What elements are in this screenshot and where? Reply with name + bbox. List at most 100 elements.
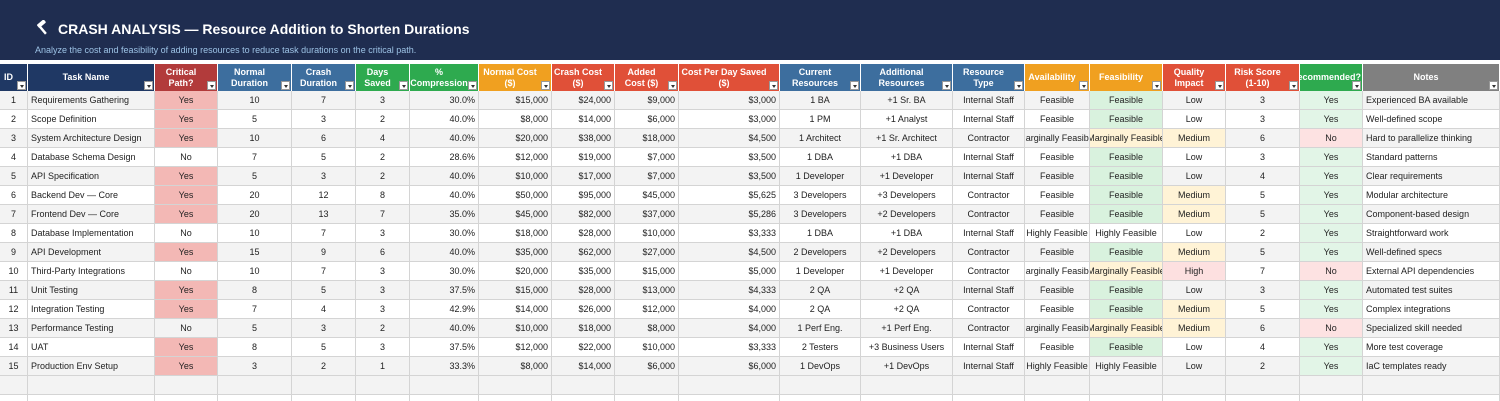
table-cell: Marginally Feasible: [1025, 129, 1090, 148]
table-cell: 3: [356, 281, 410, 300]
filter-button[interactable]: [17, 81, 26, 90]
filter-button[interactable]: [1014, 81, 1023, 90]
table-cell: $37,000: [615, 205, 679, 224]
filter-button[interactable]: [850, 81, 859, 90]
table-cell: Contractor: [953, 129, 1025, 148]
table-cell: Internal Staff: [953, 167, 1025, 186]
filter-button[interactable]: [399, 81, 408, 90]
table-cell: Integration Testing: [28, 300, 155, 319]
table-cell: Feasible: [1025, 300, 1090, 319]
table-cell: 5: [1226, 186, 1300, 205]
filter-button[interactable]: [769, 81, 778, 90]
table-cell: $14,000: [552, 110, 615, 129]
table-cell: 11: [0, 281, 28, 300]
empty-cell: [1226, 376, 1300, 395]
table-cell: Feasible: [1025, 167, 1090, 186]
filter-button[interactable]: [1489, 81, 1498, 90]
table-cell: Feasible: [1025, 281, 1090, 300]
table-cell: 8: [356, 186, 410, 205]
table-cell: 2: [356, 110, 410, 129]
table-cell: Internal Staff: [953, 281, 1025, 300]
table-cell: 3: [1226, 91, 1300, 110]
column-header: Cost Per Day Saved ($): [679, 64, 780, 91]
table-cell: 13: [292, 205, 356, 224]
table-cell: Medium: [1163, 129, 1226, 148]
table-cell: Component-based design: [1363, 205, 1500, 224]
table-cell: Yes: [1300, 148, 1363, 167]
table-cell: $8,000: [479, 110, 552, 129]
table-cell: 5: [292, 338, 356, 357]
filter-button[interactable]: [604, 81, 613, 90]
table-cell: 3: [356, 91, 410, 110]
empty-cell: [780, 395, 861, 401]
table-cell: Straightforward work: [1363, 224, 1500, 243]
filter-button[interactable]: [1352, 81, 1361, 90]
filter-button[interactable]: [668, 81, 677, 90]
table-cell: +1 Sr. Architect: [861, 129, 953, 148]
table-cell: 4: [1226, 338, 1300, 357]
empty-cell: [1025, 395, 1090, 401]
table-cell: 5: [1226, 243, 1300, 262]
filter-button[interactable]: [345, 81, 354, 90]
empty-cell: [356, 376, 410, 395]
table-cell: 30.0%: [410, 91, 479, 110]
filter-button[interactable]: [1215, 81, 1224, 90]
table-cell: UAT: [28, 338, 155, 357]
table-cell: No: [155, 148, 218, 167]
table-cell: 1 Developer: [780, 262, 861, 281]
table-cell: 2: [0, 110, 28, 129]
table-cell: $3,000: [679, 91, 780, 110]
table-cell: 2: [292, 357, 356, 376]
table-cell: Medium: [1163, 319, 1226, 338]
table-cell: $6,000: [615, 110, 679, 129]
table-cell: 20: [218, 205, 292, 224]
table-cell: Yes: [155, 281, 218, 300]
table-cell: 7: [292, 224, 356, 243]
filter-button[interactable]: [1152, 81, 1161, 90]
table-cell: Yes: [1300, 300, 1363, 319]
filter-button[interactable]: [942, 81, 951, 90]
filter-button[interactable]: [281, 81, 290, 90]
table-cell: 8: [218, 281, 292, 300]
empty-cell: [1363, 395, 1500, 401]
table-cell: Feasible: [1090, 243, 1163, 262]
empty-cell: [1363, 376, 1500, 395]
table-cell: Low: [1163, 338, 1226, 357]
table-cell: $13,000: [615, 281, 679, 300]
column-header: Current Resources: [780, 64, 861, 91]
table-cell: Yes: [155, 300, 218, 319]
table-cell: Yes: [1300, 338, 1363, 357]
table-cell: Internal Staff: [953, 338, 1025, 357]
table-cell: +1 DBA: [861, 148, 953, 167]
table-cell: Feasible: [1025, 205, 1090, 224]
table-cell: Internal Staff: [953, 224, 1025, 243]
filter-button[interactable]: [1079, 81, 1088, 90]
filter-button[interactable]: [541, 81, 550, 90]
table-cell: Medium: [1163, 243, 1226, 262]
empty-cell: [552, 395, 615, 401]
empty-cell: [28, 395, 155, 401]
table-cell: 2: [356, 167, 410, 186]
table-cell: 3: [356, 224, 410, 243]
table-cell: Contractor: [953, 243, 1025, 262]
table-cell: 28.6%: [410, 148, 479, 167]
table-cell: $3,000: [679, 110, 780, 129]
table-cell: Yes: [1300, 167, 1363, 186]
empty-cell: [0, 376, 28, 395]
table-cell: Standard patterns: [1363, 148, 1500, 167]
table-cell: $6,000: [679, 357, 780, 376]
table-cell: 9: [0, 243, 28, 262]
table-cell: Feasible: [1025, 110, 1090, 129]
table-cell: 4: [356, 129, 410, 148]
filter-button[interactable]: [1289, 81, 1298, 90]
table-cell: 7: [218, 300, 292, 319]
filter-button[interactable]: [468, 81, 477, 90]
table-cell: Feasible: [1090, 205, 1163, 224]
table-cell: Performance Testing: [28, 319, 155, 338]
filter-button[interactable]: [144, 81, 153, 90]
table-cell: 1 PM: [780, 110, 861, 129]
table-cell: Medium: [1163, 205, 1226, 224]
hammer-icon: [37, 20, 47, 35]
table-cell: Feasible: [1090, 148, 1163, 167]
filter-button[interactable]: [207, 81, 216, 90]
